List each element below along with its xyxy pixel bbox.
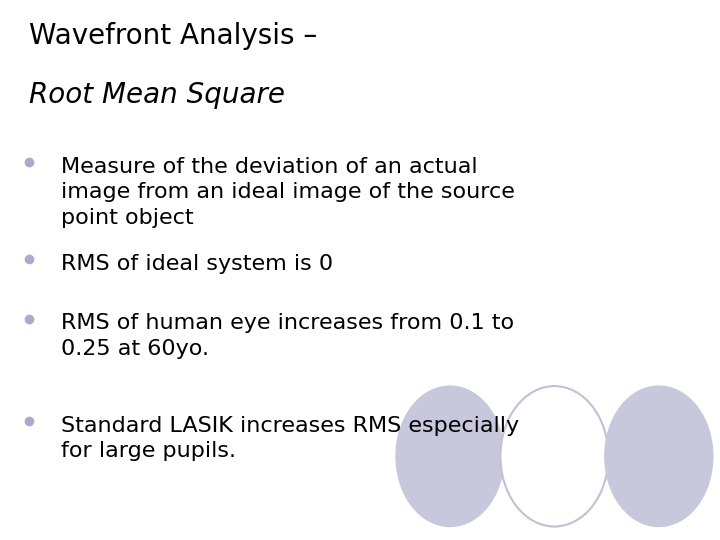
Ellipse shape [605, 386, 713, 526]
Text: RMS of ideal system is 0: RMS of ideal system is 0 [61, 254, 333, 274]
Text: RMS of human eye increases from 0.1 to
0.25 at 60yo.: RMS of human eye increases from 0.1 to 0… [61, 313, 514, 359]
Ellipse shape [396, 386, 504, 526]
Ellipse shape [500, 386, 608, 526]
Text: Measure of the deviation of an actual
image from an ideal image of the source
po: Measure of the deviation of an actual im… [61, 157, 515, 228]
Text: Root Mean Square: Root Mean Square [29, 81, 285, 109]
Text: Wavefront Analysis –: Wavefront Analysis – [29, 22, 317, 50]
Text: Standard LASIK increases RMS especially
for large pupils.: Standard LASIK increases RMS especially … [61, 416, 519, 461]
